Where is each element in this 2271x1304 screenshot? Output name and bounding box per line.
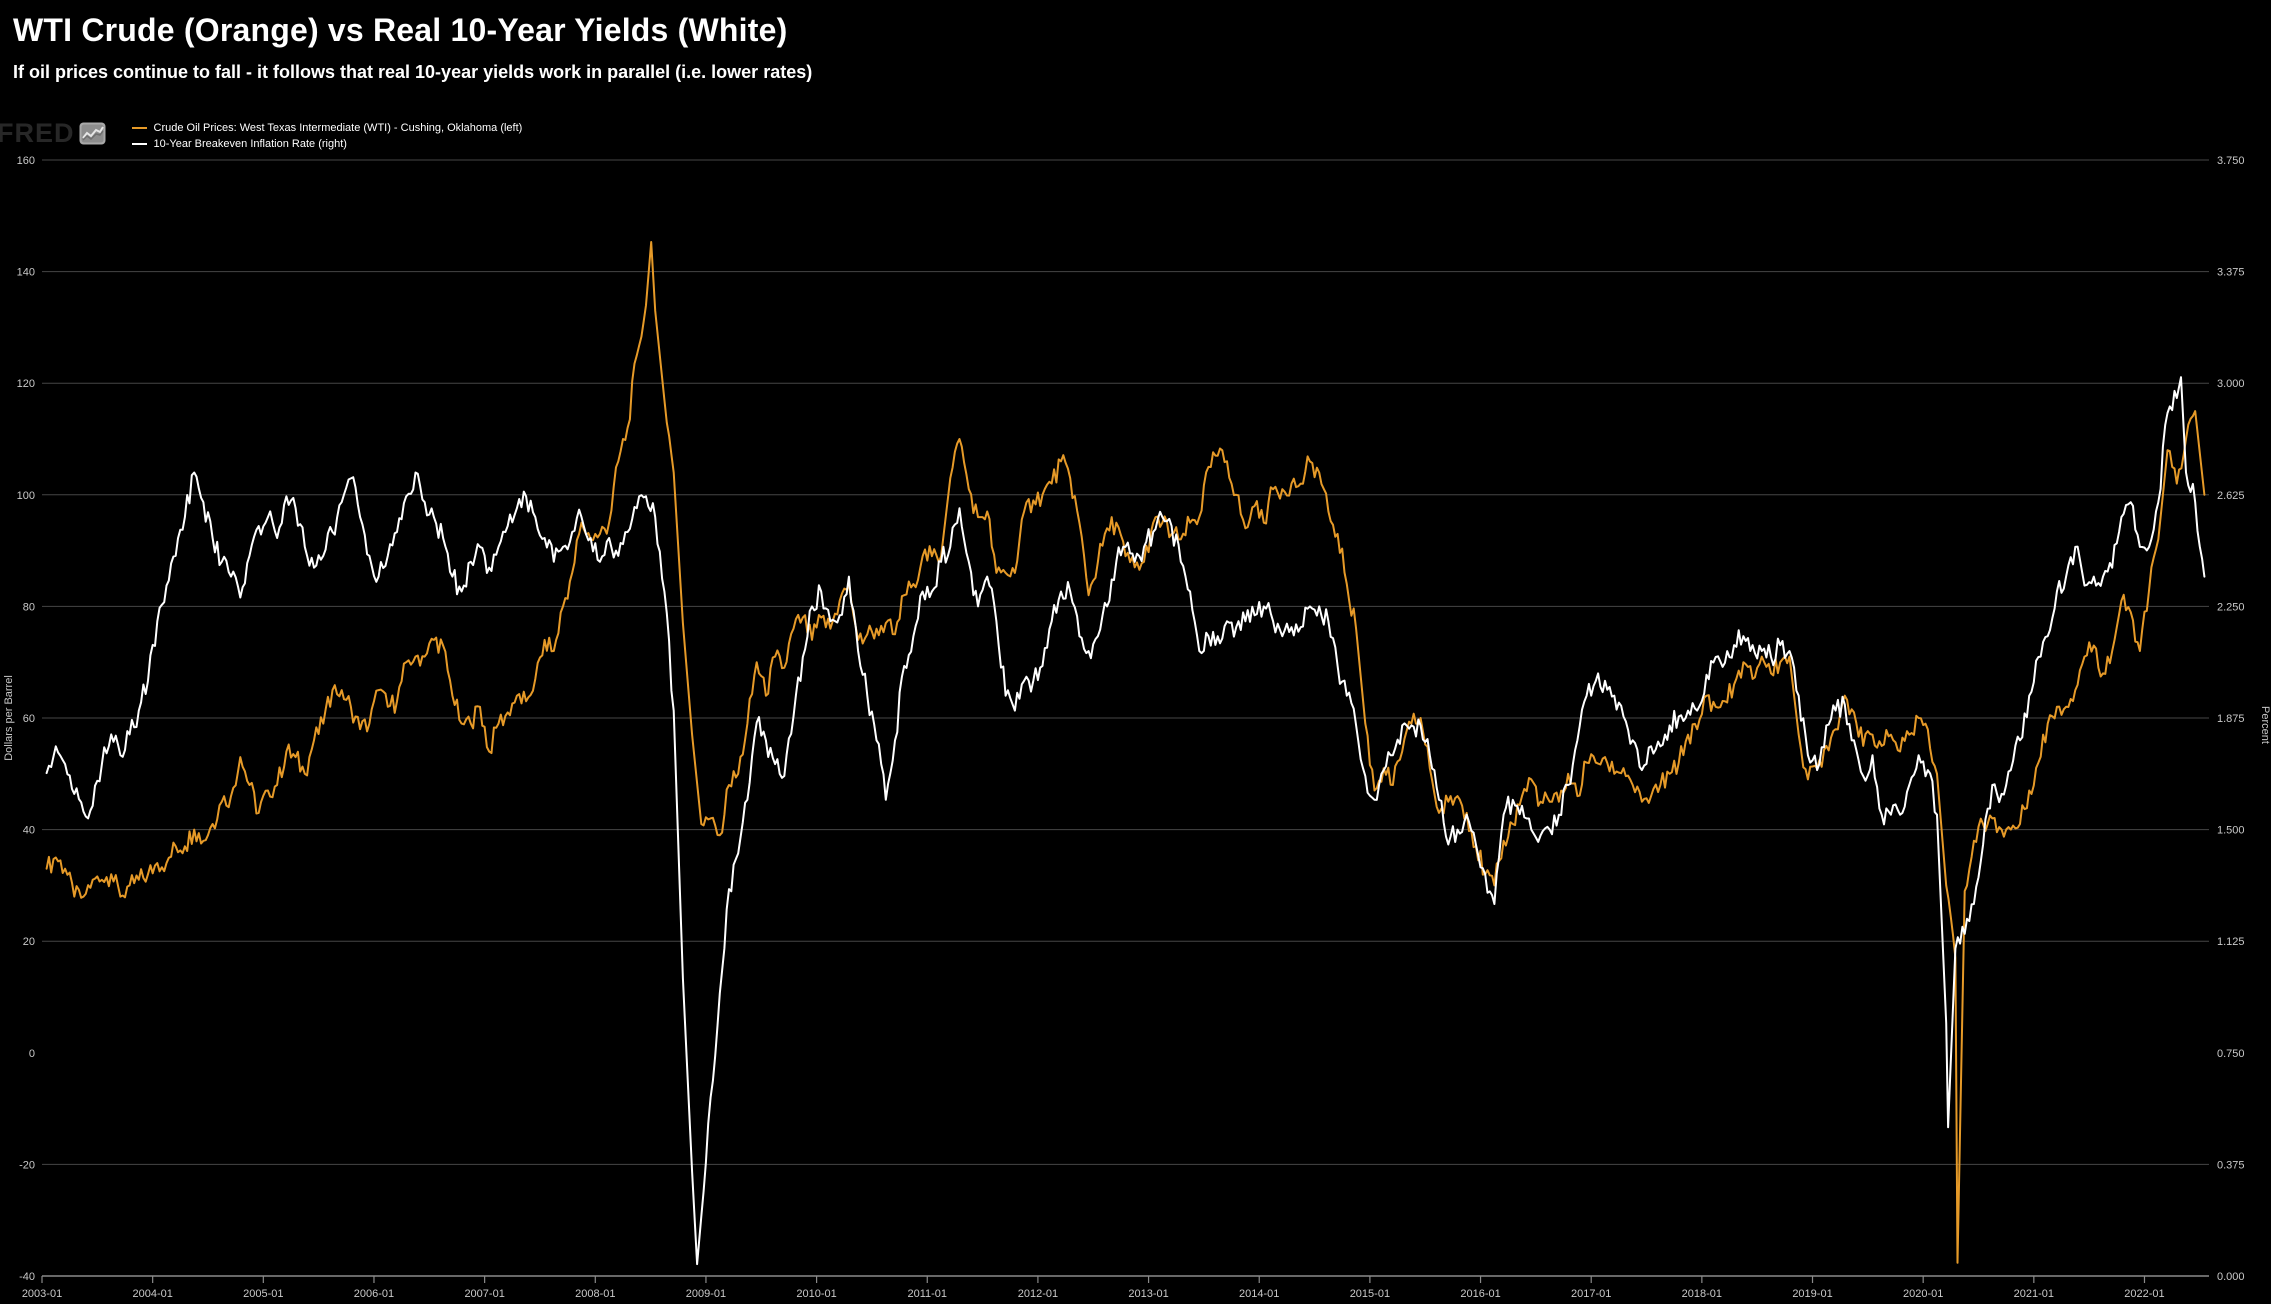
right-axis-tick-labels: 3.750 3.375 3.000 2.625 2.250 1.875 1.500 1.125… (2217, 155, 2245, 1283)
series-lines (45, 241, 2206, 1266)
x-axis-tick-label: 2018-01 (1682, 1288, 1722, 1300)
left-axis-tick-label: 100 (17, 490, 35, 502)
legend-item-breakeven[interactable]: 10-Year Breakeven Inflation Rate (right) (131, 136, 523, 152)
x-axis-tick-label: 2013-01 (1128, 1288, 1168, 1300)
x-axis-tick-label: 2015-01 (1350, 1288, 1390, 1300)
legend-item-wti[interactable]: Crude Oil Prices: West Texas Intermediat… (131, 120, 523, 136)
x-axis-tick-label: 2011-01 (907, 1288, 947, 1300)
right-axis-tick-label: 1.125 (2217, 936, 2245, 948)
x-axis-tick-label: 2010-01 (796, 1288, 836, 1300)
gridlines (42, 159, 2209, 1277)
right-axis-tick-label: 0.750 (2217, 1048, 2245, 1060)
x-axis-tick-label: 2004-01 (132, 1288, 172, 1300)
right-axis-tick-label: 3.750 (2217, 155, 2245, 167)
x-axis-tick-label: 2008-01 (575, 1288, 615, 1300)
left-axis-tick-label: 0 (29, 1048, 35, 1060)
x-axis-tick-label: 2020-01 (1903, 1288, 1943, 1300)
left-axis-tick-labels: 160 140 120 100 80 60 40 20 0 -20 -40 (17, 155, 35, 1283)
left-axis-tick-label: 20 (23, 936, 35, 948)
right-axis-tick-label: 2.250 (2217, 601, 2245, 613)
x-axis-tick-label: 2007-01 (464, 1288, 504, 1300)
x-axis-tick-label: 2014-01 (1239, 1288, 1279, 1300)
left-axis-tick-label: -40 (19, 1271, 35, 1283)
right-axis-tick-label: 0.000 (2217, 1271, 2245, 1283)
right-axis-tick-label: 1.875 (2217, 713, 2245, 725)
x-axis-tick-label: 2012-01 (1018, 1288, 1058, 1300)
fred-logo: FRED (0, 116, 106, 150)
x-axis-tick-label: 2021-01 (2014, 1288, 2054, 1300)
right-axis-tick-label: 0.375 (2217, 1159, 2245, 1171)
left-axis-tick-label: 160 (17, 155, 35, 167)
breakeven-legend-swatch (131, 143, 147, 145)
x-axis-tick-label: 2022-01 (2124, 1288, 2164, 1300)
x-axis: 2003-01 2004-01 2005-01 2006-01 2007-01 2008-… (22, 1276, 2165, 1300)
legend-area: FRED Crude Oil Prices: West Texas Interm… (0, 116, 522, 152)
x-axis-tick-label: 2006-01 (354, 1288, 394, 1300)
left-axis-tick-label: -20 (19, 1159, 35, 1171)
right-axis-title: Percent (2259, 706, 2271, 744)
fred-wordmark: FRED (0, 117, 75, 148)
breakeven-series-line (45, 376, 2206, 1266)
page-subtitle: If oil prices continue to fall - it foll… (13, 62, 813, 82)
x-axis-tick-label: 2016-01 (1460, 1288, 1500, 1300)
left-axis-tick-label: 120 (17, 378, 35, 390)
x-axis-tick-label: 2017-01 (1571, 1288, 1611, 1300)
breakeven-legend-label: 10-Year Breakeven Inflation Rate (right) (153, 138, 347, 150)
right-axis-tick-label: 1.500 (2217, 825, 2245, 837)
x-axis-tick-label: 2005-01 (243, 1288, 283, 1300)
left-axis-tick-label: 140 (17, 267, 35, 279)
fred-chart-icon (79, 122, 105, 144)
right-axis-tick-label: 3.000 (2217, 378, 2245, 390)
wti-series-line (45, 241, 2206, 1264)
legend: Crude Oil Prices: West Texas Intermediat… (131, 116, 523, 152)
wti-legend-label: Crude Oil Prices: West Texas Intermediat… (153, 122, 523, 134)
right-axis-tick-label: 2.625 (2217, 490, 2245, 502)
wti-legend-swatch (131, 127, 147, 129)
x-axis-tick-label: 2003-01 (22, 1288, 62, 1300)
left-axis-tick-label: 60 (23, 713, 35, 725)
right-axis-tick-label: 3.375 (2217, 267, 2245, 279)
left-axis-title: Dollars per Barrel (3, 675, 15, 761)
x-axis-tick-label: 2019-01 (1792, 1288, 1832, 1300)
left-axis-tick-label: 80 (23, 601, 35, 613)
x-axis-tick-label: 2009-01 (686, 1288, 726, 1300)
left-axis-tick-label: 40 (23, 825, 35, 837)
page-title: WTI Crude (Orange) vs Real 10-Year Yield… (13, 12, 788, 48)
chart-plot-area[interactable] (42, 160, 2209, 1276)
